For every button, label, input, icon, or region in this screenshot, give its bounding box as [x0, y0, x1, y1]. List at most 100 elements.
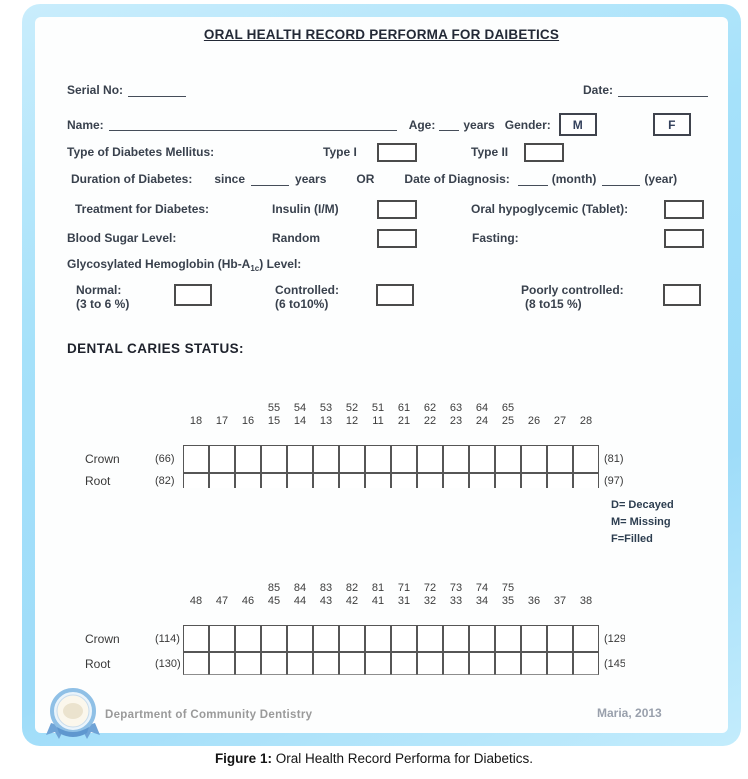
tooth-cell[interactable]	[469, 652, 495, 675]
permanent-tooth-number: 45	[267, 595, 281, 607]
since-blank-line[interactable]	[251, 173, 290, 186]
tooth-cell[interactable]	[469, 445, 495, 473]
tooth-cell[interactable]	[443, 473, 469, 488]
tooth-cell[interactable]	[313, 625, 339, 652]
permanent-tooth-number: 33	[449, 595, 463, 607]
date-label: Date:	[582, 83, 613, 97]
gender-female-box[interactable]: F	[652, 113, 691, 136]
department-logo	[45, 685, 101, 746]
tooth-cell[interactable]	[183, 652, 209, 675]
insulin-checkbox[interactable]	[377, 199, 417, 219]
tooth-cell[interactable]	[391, 652, 417, 675]
tooth-cell[interactable]	[547, 652, 573, 675]
tooth-cell[interactable]	[183, 473, 209, 488]
tooth-cell[interactable]	[313, 473, 339, 488]
tooth-cell[interactable]	[391, 473, 417, 488]
tooth-cell[interactable]	[287, 445, 313, 473]
tooth-cell[interactable]	[417, 652, 443, 675]
tooth-cell[interactable]	[495, 473, 521, 488]
tooth-cell[interactable]	[261, 652, 287, 675]
tooth-cell[interactable]	[521, 652, 547, 675]
tooth-cell[interactable]	[417, 473, 443, 488]
type2-checkbox[interactable]	[524, 142, 564, 162]
gender-male-box[interactable]: M	[558, 113, 597, 136]
deciduous-tooth-number: 65	[501, 402, 515, 414]
tooth-cell[interactable]	[235, 445, 261, 473]
random-checkbox[interactable]	[377, 228, 417, 248]
tooth-cell[interactable]	[469, 625, 495, 652]
normal-group: Normal: (3 to 6 %)	[76, 283, 129, 311]
diagnosis-year-blank[interactable]	[602, 173, 641, 186]
tooth-cell[interactable]	[209, 473, 235, 488]
tooth-cell[interactable]	[573, 445, 599, 473]
tooth-cell[interactable]	[443, 445, 469, 473]
tooth-cell[interactable]	[313, 445, 339, 473]
name-blank-line[interactable]	[108, 118, 397, 131]
tooth-cell[interactable]	[495, 445, 521, 473]
tooth-cell[interactable]	[547, 625, 573, 652]
tooth-cell[interactable]	[391, 625, 417, 652]
figure-caption: Figure 1: Oral Health Record Performa fo…	[0, 751, 748, 766]
tooth-cell[interactable]	[261, 445, 287, 473]
tooth-cell[interactable]	[287, 625, 313, 652]
tooth-cell[interactable]	[521, 445, 547, 473]
tooth-cell[interactable]	[287, 652, 313, 675]
tooth-cell[interactable]	[209, 625, 235, 652]
gender-label: Gender:	[504, 117, 551, 132]
tooth-cell[interactable]	[287, 473, 313, 488]
tooth-cell[interactable]	[365, 445, 391, 473]
oral-hypoglycemic-checkbox[interactable]	[664, 199, 704, 219]
tooth-cell[interactable]	[235, 473, 261, 488]
permanent-tooth-number: 47	[215, 595, 229, 607]
tooth-cell[interactable]	[339, 473, 365, 488]
tooth-cell[interactable]	[209, 445, 235, 473]
tooth-cell[interactable]	[339, 445, 365, 473]
tooth-cell[interactable]	[261, 473, 287, 488]
tooth-cell[interactable]	[443, 652, 469, 675]
spacer	[55, 397, 183, 415]
tooth-cell[interactable]	[495, 625, 521, 652]
normal-checkbox[interactable]	[174, 284, 212, 306]
permanent-tooth-number: 27	[553, 415, 567, 427]
serial-blank-line[interactable]	[128, 84, 187, 97]
tooth-cell[interactable]	[365, 625, 391, 652]
age-blank-line[interactable]	[439, 118, 460, 131]
date-blank-line[interactable]	[618, 84, 708, 97]
normal-label: Normal:	[76, 283, 122, 297]
tooth-cell[interactable]	[261, 625, 287, 652]
form-title: ORAL HEALTH RECORD PERFORMA FOR DAIBETIC…	[203, 27, 560, 42]
fasting-checkbox[interactable]	[664, 228, 704, 248]
tooth-cell[interactable]	[183, 625, 209, 652]
controlled-checkbox[interactable]	[376, 284, 414, 306]
tooth-cell[interactable]	[209, 652, 235, 675]
row-end-number: (145	[604, 657, 625, 670]
poorly-controlled-checkbox[interactable]	[663, 284, 701, 306]
diagnosis-month-blank[interactable]	[517, 173, 548, 186]
tooth-cell[interactable]	[469, 473, 495, 488]
permanent-tooth-number: 25	[501, 415, 515, 427]
tooth-cell[interactable]	[235, 625, 261, 652]
tooth-cell[interactable]	[235, 652, 261, 675]
tooth-cell[interactable]	[391, 445, 417, 473]
type1-checkbox[interactable]	[377, 142, 417, 162]
crown-row-label: Crown	[85, 452, 120, 466]
tooth-cell[interactable]	[521, 473, 547, 488]
tooth-cell[interactable]	[547, 445, 573, 473]
tooth-cell[interactable]	[365, 473, 391, 488]
root-row-label: Root	[85, 473, 111, 488]
tooth-cell[interactable]	[547, 473, 573, 488]
tooth-cell[interactable]	[183, 445, 209, 473]
tooth-cell[interactable]	[365, 652, 391, 675]
tooth-cell[interactable]	[573, 625, 599, 652]
tooth-cell[interactable]	[339, 652, 365, 675]
tooth-cell[interactable]	[495, 652, 521, 675]
tooth-cell[interactable]	[443, 625, 469, 652]
tooth-cell[interactable]	[521, 625, 547, 652]
tooth-cell[interactable]	[417, 445, 443, 473]
deciduous-tooth-number: 64	[475, 402, 489, 414]
tooth-cell[interactable]	[339, 625, 365, 652]
tooth-cell[interactable]	[313, 652, 339, 675]
tooth-cell[interactable]	[417, 625, 443, 652]
tooth-cell[interactable]	[573, 652, 599, 675]
tooth-cell[interactable]	[573, 473, 599, 488]
